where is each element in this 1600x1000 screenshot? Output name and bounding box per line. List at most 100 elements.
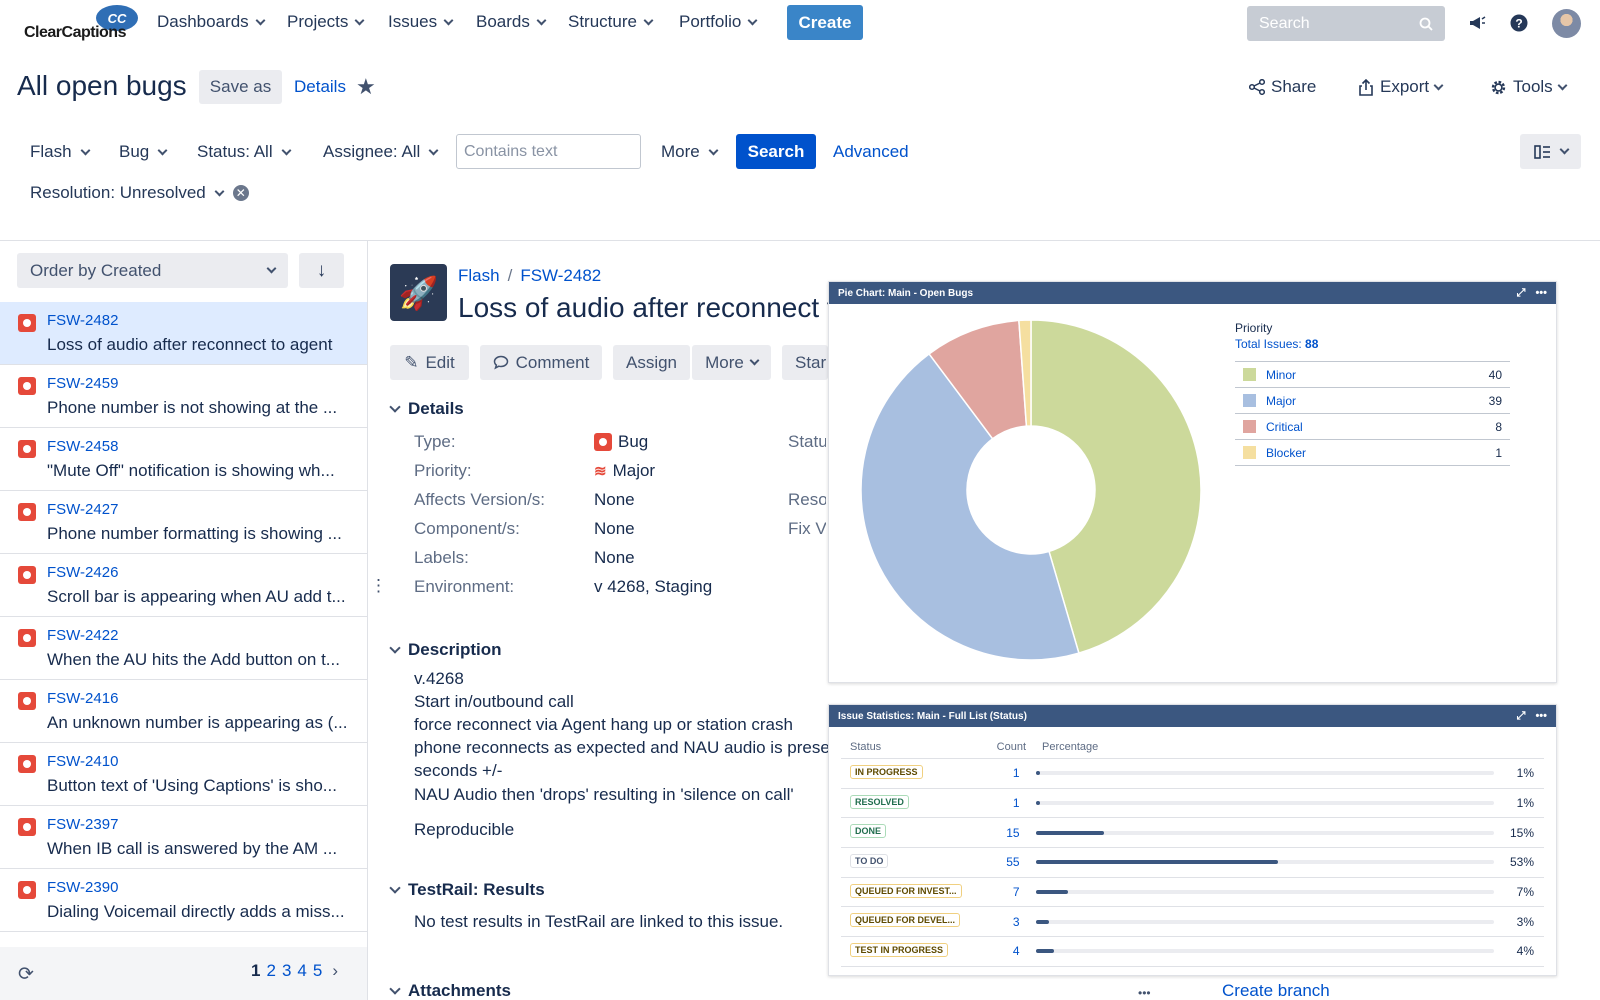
list-item[interactable]: FSW-2458 "Mute Off" notification is showi… — [0, 428, 367, 491]
project-filter[interactable]: Flash — [30, 142, 91, 162]
description-section-header[interactable]: Description — [389, 640, 502, 660]
count-link[interactable]: 7 — [1012, 885, 1020, 900]
comment-button[interactable]: Comment — [480, 345, 602, 380]
global-search-input[interactable]: Search — [1247, 6, 1445, 41]
user-avatar[interactable] — [1552, 9, 1581, 38]
status-lozenge: QUEUED FOR INVEST... — [850, 883, 962, 898]
count-link[interactable]: 4 — [1012, 944, 1020, 959]
nav-boards[interactable]: Boards — [476, 12, 547, 32]
clearcaptions-logo[interactable]: CC ClearCaptions — [22, 5, 138, 41]
chevron-right-icon[interactable]: › — [332, 961, 339, 980]
clear-filter-icon[interactable]: ✕ — [232, 185, 249, 201]
breadcrumb-project[interactable]: Flash — [458, 266, 500, 285]
percentage-bar — [1035, 830, 1494, 835]
page-1[interactable]: 1 — [251, 961, 261, 980]
nav-portfolio[interactable]: Portfolio — [679, 12, 758, 32]
percentage-cell — [1020, 949, 1494, 954]
list-item[interactable]: FSW-2410 Button text of 'Using Captions' … — [0, 743, 367, 806]
nav-issues[interactable]: Issues — [388, 12, 454, 32]
tools-button[interactable]: Tools — [1490, 77, 1568, 97]
status-cell: IN PROGRESS — [841, 764, 971, 782]
expand-icon[interactable]: ⤢ — [1516, 709, 1526, 722]
search-button[interactable]: Search — [736, 134, 816, 169]
legend-item[interactable]: Minor 40 — [1235, 362, 1510, 388]
edit-button[interactable]: ✎ Edit — [390, 345, 469, 380]
environment-value: v 4268, Staging — [594, 577, 713, 596]
count-link[interactable]: 55 — [1006, 855, 1020, 870]
save-as-button[interactable]: Save as — [199, 70, 282, 104]
count-link[interactable]: 15 — [1006, 825, 1020, 840]
assign-button[interactable]: Assign — [613, 345, 690, 380]
chevron-down-icon — [389, 401, 401, 413]
export-button[interactable]: Export — [1358, 77, 1444, 97]
create-branch-link[interactable]: Create branch — [1222, 981, 1330, 1000]
list-item[interactable]: FSW-2426 Scroll bar is appearing when AU … — [0, 554, 367, 617]
resolution-filter[interactable]: Resolution: Unresolved ✕ — [30, 183, 249, 203]
nav-label: Boards — [476, 12, 530, 31]
affects-version-value: None — [594, 490, 635, 509]
type-label: Type: — [414, 432, 456, 451]
chevron-down-icon — [1557, 80, 1568, 90]
details-link[interactable]: Details — [294, 77, 346, 96]
legend-item[interactable]: Blocker 1 — [1235, 440, 1510, 466]
advanced-search-link[interactable]: Advanced — [833, 142, 909, 161]
legend-count: 1 — [1495, 445, 1502, 460]
sort-direction-button[interactable]: ↓ — [299, 253, 344, 288]
list-item[interactable]: FSW-2427 Phone number formatting is showi… — [0, 491, 367, 554]
pie-slice-minor[interactable] — [1030, 319, 1202, 655]
panel-resize-handle-icon[interactable]: ⋮ — [370, 576, 387, 595]
refresh-icon[interactable]: ⟳ — [18, 964, 34, 985]
list-item[interactable]: FSW-2416 An unknown number is appearing a… — [0, 680, 367, 743]
total-label: Total Issues: — [1235, 337, 1302, 351]
priority-label: Priority: — [414, 461, 472, 480]
favorite-star-icon[interactable]: ★ — [356, 74, 376, 99]
list-item[interactable]: FSW-2397 When IB call is answered by the … — [0, 806, 367, 869]
create-button[interactable]: Create — [787, 5, 863, 40]
attachments-section-header[interactable]: Attachments — [389, 981, 511, 1000]
details-section-header[interactable]: Details — [389, 399, 464, 419]
help-icon[interactable]: ? — [1508, 12, 1530, 34]
list-item[interactable]: FSW-2390 Dialing Voicemail directly adds … — [0, 869, 367, 932]
notifications-megaphone-icon[interactable] — [1466, 12, 1488, 34]
nav-projects[interactable]: Projects — [287, 12, 365, 32]
status-label: Statu — [788, 432, 826, 451]
pie-slice-major[interactable] — [860, 352, 1080, 661]
issue-key: FSW-2482 — [47, 312, 119, 329]
status-cell: TEST IN PROGRESS — [841, 942, 971, 960]
more-options-icon[interactable]: ••• — [1138, 986, 1151, 1000]
view-layout-toggle[interactable] — [1520, 134, 1581, 169]
status-cell: DONE — [841, 824, 971, 841]
count-link[interactable]: 1 — [1012, 796, 1020, 811]
order-by-select[interactable]: Order by Created — [17, 253, 288, 288]
legend-item[interactable]: Critical 8 — [1235, 414, 1510, 440]
percentage-bar-fill — [1035, 771, 1041, 776]
more-options-icon[interactable]: ••• — [1535, 286, 1547, 299]
assignee-filter[interactable]: Assignee: All — [323, 142, 439, 162]
testrail-section-header[interactable]: TestRail: Results — [389, 880, 545, 900]
breadcrumb-issue-key[interactable]: FSW-2482 — [520, 266, 602, 285]
page-4[interactable]: 4 — [297, 961, 307, 980]
count-link[interactable]: 3 — [1012, 914, 1020, 929]
list-item[interactable]: FSW-2459 Phone number is not showing at t… — [0, 365, 367, 428]
expand-icon[interactable]: ⤢ — [1516, 286, 1526, 299]
status-filter[interactable]: Status: All — [197, 142, 292, 162]
nav-dashboards[interactable]: Dashboards — [157, 12, 266, 32]
list-item[interactable]: FSW-2422 When the AU hits the Add button … — [0, 617, 367, 680]
chevron-down-icon — [643, 15, 654, 25]
pie-slice-blocker[interactable] — [1018, 319, 1032, 427]
start-progress-button[interactable]: Star — [782, 345, 828, 380]
legend-item[interactable]: Major 39 — [1235, 388, 1510, 414]
page-3[interactable]: 3 — [281, 961, 292, 980]
more-filters[interactable]: More — [661, 142, 719, 162]
count-link[interactable]: 1 — [1012, 766, 1020, 781]
page-2[interactable]: 2 — [266, 961, 276, 980]
type-filter[interactable]: Bug — [119, 142, 168, 162]
percentage-bar — [1035, 860, 1494, 865]
contains-text-input[interactable] — [456, 134, 641, 169]
list-item[interactable]: FSW-2482 Loss of audio after reconnect to… — [0, 302, 367, 365]
share-button[interactable]: Share — [1249, 77, 1316, 97]
more-actions-button[interactable]: More — [692, 345, 771, 380]
nav-structure[interactable]: Structure — [568, 12, 654, 32]
more-options-icon[interactable]: ••• — [1535, 709, 1547, 722]
page-5[interactable]: 5 — [312, 961, 323, 980]
